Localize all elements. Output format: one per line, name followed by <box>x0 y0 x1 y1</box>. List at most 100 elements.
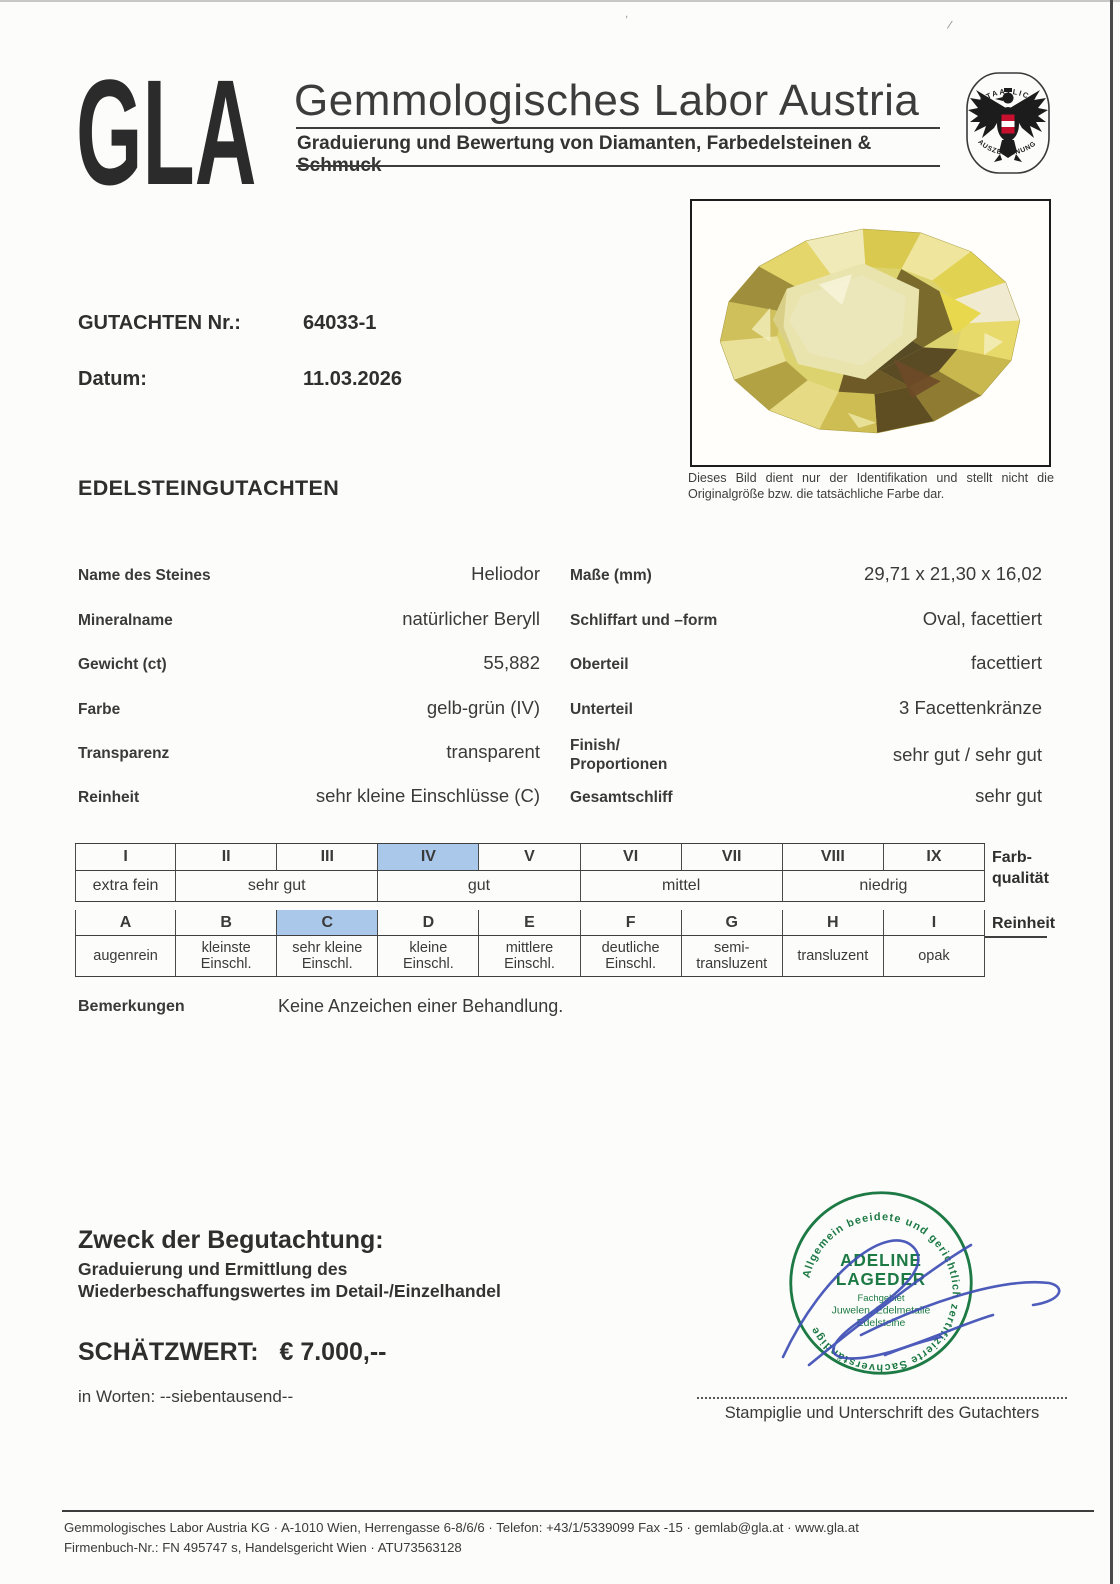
color-grade-cell: VII <box>682 844 783 870</box>
signature-line <box>697 1381 1067 1399</box>
spec-label: Unterteil <box>570 701 633 718</box>
spec-label: Oberteil <box>570 656 629 673</box>
scan-speck: / <box>945 17 954 33</box>
spec-label: Maße (mm) <box>570 567 652 584</box>
color-grade-cell: VIII <box>783 844 884 870</box>
spec-label: Finish/ Proportionen <box>570 737 668 773</box>
spec-row: Schliffart und –form Oval, facettiert <box>570 608 1042 630</box>
clarity-desc-cell: kleinste Einschl. <box>176 936 278 976</box>
clarity-axis-rule <box>985 936 1047 938</box>
color-grade-cell: III <box>277 844 379 870</box>
footer-registry: Firmenbuch-Nr.: FN 495747 s, Handelsgeri… <box>64 1540 462 1555</box>
purpose-heading: Zweck der Begutachtung: <box>78 1226 384 1254</box>
photo-caption: Dieses Bild dient nur der Identifikation… <box>688 470 1054 502</box>
gemstone-photo <box>690 199 1051 467</box>
clarity-axis-label: Reinheit <box>992 915 1056 932</box>
photo-caption-line2: Originalgröße bzw. die tatsächliche Farb… <box>688 487 945 501</box>
spec-value: gelb-grün (IV) <box>426 697 540 718</box>
color-quality-cell: sehr gut <box>176 871 379 901</box>
spec-value: 29,71 x 21,30 x 16,02 <box>864 563 1042 584</box>
color-grade-row: I II III IV V VI VII VIII IX <box>75 843 985 871</box>
clarity-desc-cell: deutliche Einschl. <box>581 936 682 976</box>
spec-row: Mineralname natürlicher Beryll <box>78 608 540 630</box>
spec-label: Farbe <box>78 701 121 718</box>
color-grade-cell: I <box>75 844 177 870</box>
clarity-grade-row: A B C D E F G H I <box>75 910 985 936</box>
spec-value: 55,882 <box>483 652 540 673</box>
clarity-desc-cell: kleine Einschl. <box>378 936 480 976</box>
clarity-grade-cell: F <box>581 910 682 935</box>
document-title: EDELSTEINGUTACHTEN <box>78 476 340 500</box>
clarity-grade-cell: B <box>176 910 278 935</box>
spec-row: Finish/ Proportionen sehr gut / sehr gut <box>570 736 1042 774</box>
spec-label: Gesamtschliff <box>570 789 673 806</box>
remarks-label: Bemerkungen <box>78 998 185 1015</box>
clarity-desc-cell: mittlere Einschl. <box>479 936 581 976</box>
report-number-label: GUTACHTEN Nr.: <box>78 312 241 334</box>
clarity-desc-cell: transluzent <box>783 936 884 976</box>
color-quality-cell: gut <box>378 871 581 901</box>
color-grade-cell: VI <box>581 844 682 870</box>
spec-row: Name des Steines Heliodor <box>78 563 540 585</box>
clarity-grade-cell: E <box>479 910 581 935</box>
clarity-grade-cell: H <box>783 910 884 935</box>
clarity-desc-cell: augenrein <box>75 936 177 976</box>
header-divider-bottom <box>296 165 940 167</box>
spec-row: Gesamtschliff sehr gut <box>570 785 1042 807</box>
svg-text:Fachgebiet: Fachgebiet <box>857 1293 904 1304</box>
spec-value: transparent <box>446 741 540 762</box>
gemstone-image <box>719 228 1021 434</box>
scan-right-edge <box>1110 0 1113 1584</box>
svg-text:Juwelen, Edelmetalle: Juwelen, Edelmetalle <box>832 1305 931 1316</box>
spec-label: Transparenz <box>78 745 170 762</box>
color-axis-label: Farb- qualität <box>992 849 1049 887</box>
spec-label: Reinheit <box>78 789 140 806</box>
scan-top-edge <box>0 0 1120 2</box>
spec-value: sehr gut / sehr gut <box>892 744 1042 765</box>
gla-logo: GLA <box>76 72 256 192</box>
appraiser-signature <box>781 1239 1061 1367</box>
color-quality-cell: niedrig <box>783 871 985 901</box>
spec-label: Name des Steines <box>78 567 211 584</box>
color-grade-cell: IX <box>884 844 985 870</box>
lab-title: Gemmologisches Labor Austria <box>294 76 920 125</box>
svg-text:Edelsteine: Edelsteine <box>857 1318 906 1329</box>
spec-label: Mineralname <box>78 612 173 629</box>
spec-label: Schliffart und –form <box>570 612 718 629</box>
spec-value: Oval, facettiert <box>922 608 1042 629</box>
color-quality-cell: mittel <box>581 871 783 901</box>
spec-row: Farbe gelb-grün (IV) <box>78 697 540 719</box>
grading-table: I II III IV V VI VII VIII IX extra fein … <box>75 843 985 977</box>
color-quality-cell: extra fein <box>75 871 177 901</box>
spec-value: 3 Facettenkränze <box>899 697 1042 718</box>
spec-label: Gewicht (ct) <box>78 656 167 673</box>
photo-caption-line1: Dieses Bild dient nur der Identifikation… <box>688 471 1054 485</box>
clarity-grade-cell: G <box>682 910 783 935</box>
scan-speck: ‚ <box>624 5 631 21</box>
footer-divider <box>62 1510 1094 1512</box>
spec-row: Gewicht (ct) 55,882 <box>78 652 540 674</box>
spec-row: Maße (mm) 29,71 x 21,30 x 16,02 <box>570 563 1042 585</box>
spec-value: Heliodor <box>471 563 540 584</box>
appraised-value: SCHÄTZWERT: € 7.000,-- <box>78 1338 387 1367</box>
clarity-grade-cell-selected: C <box>277 910 379 935</box>
color-quality-row: extra fein sehr gut gut mittel niedrig <box>75 871 985 902</box>
clarity-grade-cell: A <box>75 910 177 935</box>
date-label: Datum: <box>78 368 147 390</box>
color-grade-cell-selected: IV <box>378 844 480 870</box>
clarity-grade-cell: D <box>378 910 480 935</box>
spec-value: facettiert <box>971 652 1042 673</box>
svg-text:GLA: GLA <box>76 72 256 192</box>
lab-subtitle: Graduierung und Bewertung von Diamanten,… <box>297 133 872 176</box>
color-grade-cell: II <box>176 844 278 870</box>
spec-row: Transparenz transparent <box>78 741 540 763</box>
clarity-desc-cell: semi- transluzent <box>682 936 783 976</box>
remarks-value: Keine Anzeichen einer Behandlung. <box>278 996 564 1016</box>
value-in-words: in Worten: --siebentausend-- <box>78 1387 294 1406</box>
report-number-value: 64033-1 <box>303 312 377 334</box>
spec-value: sehr gut <box>975 785 1042 806</box>
appraised-value-label: SCHÄTZWERT: <box>78 1338 259 1366</box>
date-value: 11.03.2026 <box>303 368 402 390</box>
footer-contact: Gemmologisches Labor Austria KG · A-1010… <box>64 1520 859 1535</box>
